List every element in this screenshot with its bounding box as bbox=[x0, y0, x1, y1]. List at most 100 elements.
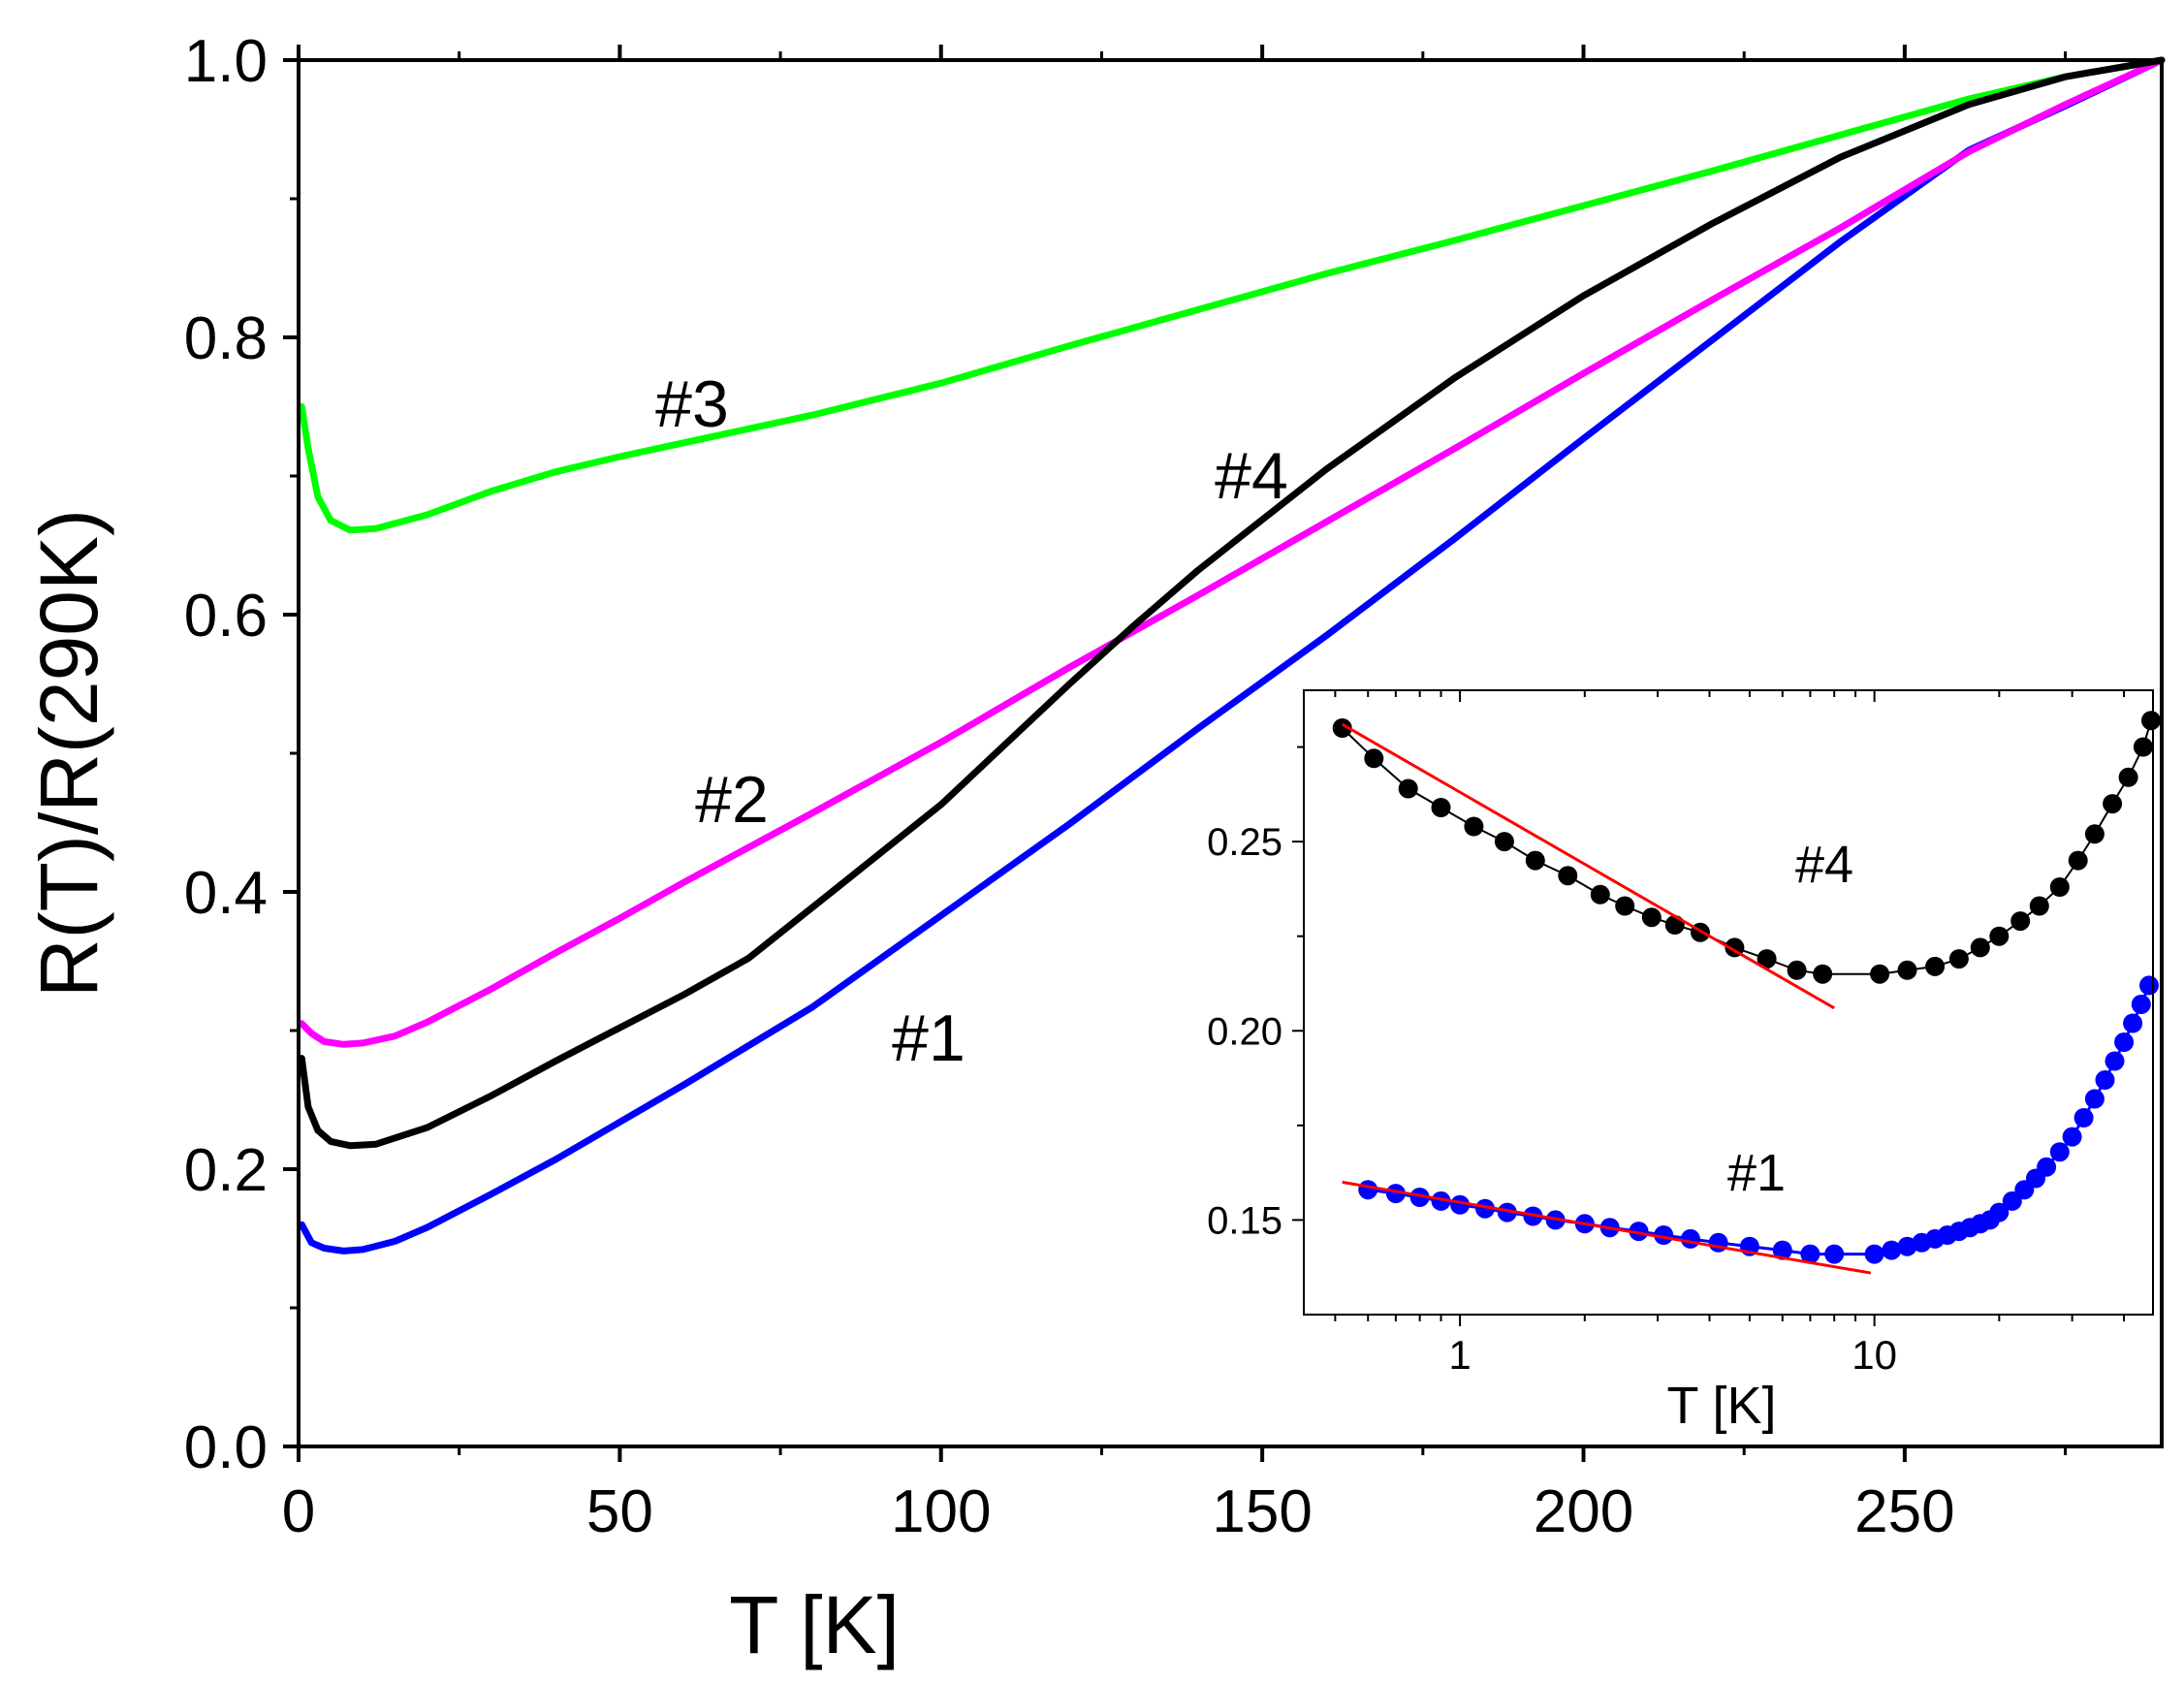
inset-point-4 bbox=[1398, 778, 1418, 799]
inset-point-4 bbox=[2068, 850, 2088, 871]
inset-point-4 bbox=[1870, 964, 1890, 984]
inset-point-4 bbox=[1590, 884, 1610, 905]
inset-point-1 bbox=[1497, 1202, 1517, 1223]
y-tick-label: 0.0 bbox=[184, 1414, 268, 1481]
inset-point-1 bbox=[1800, 1244, 1820, 1264]
x-tick-label: 100 bbox=[891, 1478, 991, 1545]
inset-point-1 bbox=[2105, 1051, 2125, 1071]
inset-y-tick-label: 0.15 bbox=[1207, 1199, 1282, 1242]
inset-point-4 bbox=[1897, 960, 1917, 980]
inset-annotation-label-1: #1 bbox=[1727, 1144, 1786, 1202]
inset-point-4 bbox=[1664, 915, 1685, 935]
inset-point-1 bbox=[1654, 1225, 1674, 1245]
annotation-label-2: #2 bbox=[695, 763, 769, 837]
inset-point-1 bbox=[1431, 1191, 1451, 1211]
inset-point-1 bbox=[1882, 1240, 1902, 1260]
inset-annotation-label-4: #4 bbox=[1795, 836, 1853, 894]
inset-point-4 bbox=[2084, 824, 2105, 844]
inset-point-1 bbox=[2073, 1108, 2094, 1127]
inset-point-4 bbox=[2118, 767, 2138, 787]
annotation-label-3: #3 bbox=[655, 367, 729, 441]
inset-series-group bbox=[1332, 711, 2161, 1275]
inset-plot-frame bbox=[1303, 689, 2154, 1316]
y-tick-label: 0.4 bbox=[184, 860, 268, 927]
inset-x-tick-label: 10 bbox=[1852, 1332, 1897, 1378]
annotation-label-4: #4 bbox=[1215, 439, 1288, 513]
inset-point-4 bbox=[1464, 816, 1484, 837]
inset-point-1 bbox=[1824, 1244, 1845, 1264]
annotation-label-1: #1 bbox=[892, 1001, 965, 1075]
inset-point-1 bbox=[1475, 1198, 1495, 1219]
main-ticks: 0 50 100 150 200 250 0.0 0.2 0.4 0.6 0.8 1.0 bbox=[184, 28, 2068, 1545]
inset-point-4 bbox=[1431, 798, 1451, 817]
inset-point-1 bbox=[1358, 1180, 1378, 1200]
main-series-group bbox=[298, 56, 2166, 1254]
inset-point-1 bbox=[2084, 1089, 2105, 1109]
series-line-1 bbox=[298, 56, 2166, 1254]
x-tick-label: 200 bbox=[1534, 1478, 1633, 1545]
inset-point-1 bbox=[2049, 1142, 2070, 1162]
inset-point-4 bbox=[1558, 866, 1578, 886]
inset-point-1 bbox=[2123, 1013, 2143, 1033]
main-x-axis-title: T [K] bbox=[729, 1579, 900, 1670]
x-tick-label: 50 bbox=[586, 1478, 653, 1545]
x-tick-label: 250 bbox=[1854, 1478, 1954, 1545]
inset-point-4 bbox=[1615, 896, 1635, 916]
inset-point-4 bbox=[2133, 737, 2153, 757]
inset-x-axis-title: T [K] bbox=[1666, 1377, 1776, 1435]
inset-point-4 bbox=[1525, 850, 1545, 871]
inset-point-4 bbox=[1989, 926, 2010, 946]
inset-point-1 bbox=[1450, 1194, 1471, 1215]
y-tick-label: 1.0 bbox=[184, 28, 268, 95]
inset-point-1 bbox=[1989, 1202, 2010, 1223]
inset-y-tick-label: 0.25 bbox=[1207, 821, 1282, 864]
inset-point-4 bbox=[2141, 711, 2161, 731]
y-tick-label: 0.2 bbox=[184, 1137, 268, 1204]
inset-point-1 bbox=[2037, 1157, 2057, 1177]
y-tick-label: 0.8 bbox=[184, 305, 268, 372]
inset-point-1 bbox=[2002, 1191, 2022, 1211]
inset-point-1 bbox=[2095, 1070, 2115, 1090]
inset-chart: 1 10 0.15 0.20 0.25 T [K] #4 #1 bbox=[1207, 686, 2161, 1435]
inset-point-1 bbox=[1385, 1184, 1406, 1204]
inset-background bbox=[1297, 686, 2154, 1315]
inset-point-4 bbox=[2049, 877, 2070, 897]
inset-point-4 bbox=[1925, 956, 1946, 976]
inset-point-4 bbox=[1364, 748, 1384, 769]
inset-point-4 bbox=[1757, 949, 1777, 969]
inset-point-4 bbox=[1641, 907, 1662, 928]
inset-point-1 bbox=[1409, 1188, 1430, 1207]
inset-point-4 bbox=[1332, 718, 1352, 738]
inset-fit-line-4 bbox=[1341, 722, 1835, 1010]
inset-point-1 bbox=[2114, 1032, 2135, 1052]
inset-point-4 bbox=[2029, 896, 2049, 916]
main-y-axis-title: R(T)/R(290K) bbox=[23, 509, 114, 998]
inset-point-1 bbox=[2131, 995, 2151, 1014]
x-tick-label: 0 bbox=[282, 1478, 315, 1545]
inset-point-4 bbox=[2010, 911, 2031, 932]
y-tick-label: 0.6 bbox=[184, 583, 268, 650]
inset-point-4 bbox=[1787, 960, 1807, 980]
series-line-3 bbox=[298, 56, 2166, 534]
inset-point-4 bbox=[1494, 832, 1514, 852]
x-tick-label: 150 bbox=[1212, 1478, 1312, 1545]
inset-point-4 bbox=[1970, 937, 1990, 958]
series-line-2 bbox=[298, 56, 2166, 1048]
inset-point-1 bbox=[1772, 1240, 1792, 1260]
inset-y-tick-label: 0.20 bbox=[1207, 1010, 1282, 1053]
inset-x-tick-label: 1 bbox=[1448, 1332, 1471, 1378]
inset-point-1 bbox=[2062, 1127, 2082, 1147]
inset-point-1 bbox=[1864, 1244, 1884, 1264]
inset-point-1 bbox=[1680, 1228, 1700, 1249]
inset-point-1 bbox=[1629, 1222, 1649, 1242]
series-line-4 bbox=[298, 56, 2166, 1150]
inset-point-4 bbox=[1948, 949, 1969, 969]
inset-fit-line-1 bbox=[1342, 1180, 1872, 1275]
inset-point-1 bbox=[2139, 975, 2159, 996]
inset-point-1 bbox=[1708, 1232, 1728, 1253]
inset-point-4 bbox=[2103, 794, 2123, 814]
inset-point-4 bbox=[1813, 964, 1833, 984]
inset-ticks: 1 10 0.15 0.20 0.25 bbox=[1207, 690, 2126, 1378]
